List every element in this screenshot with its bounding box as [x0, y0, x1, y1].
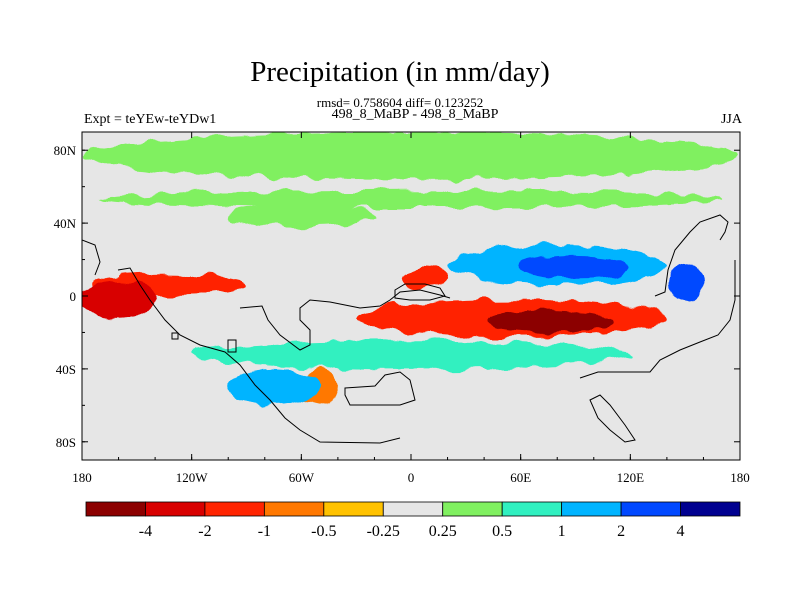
colorbar-level-label: -2	[198, 523, 211, 540]
plot-subtitle: 498_8_MaBP - 498_8_MaBP	[331, 107, 499, 122]
plot-title: Precipitation (in mm/day)	[250, 56, 550, 88]
x-tick-label: 120W	[176, 470, 209, 485]
x-tick-label: 180	[730, 470, 750, 485]
y-tick-label: 80S	[56, 435, 76, 450]
colorbar-level-label: -0.25	[367, 523, 400, 540]
colorbar-swatch	[442, 501, 503, 517]
colorbar-swatch	[204, 501, 265, 517]
small-island-outline-2	[171, 332, 179, 340]
colorbar-level-label: 0.25	[429, 523, 457, 540]
asia-outline	[654, 214, 729, 297]
rmsd-diff-stats: rmsd= 0.758604 diff= 0.123252	[316, 95, 484, 110]
y-tick-label: 0	[70, 289, 77, 304]
colorbar-level-label: 0.5	[492, 523, 512, 540]
x-tick-label: 60W	[289, 470, 315, 485]
island-outline	[589, 394, 636, 443]
x-tick-label: 120E	[617, 470, 645, 485]
continent-outlines	[82, 214, 736, 444]
colorbar-level-label: -4	[139, 523, 152, 540]
colorbar-swatch	[501, 501, 563, 517]
greenland-outline	[394, 283, 446, 301]
colorbar-level-label: -1	[258, 523, 271, 540]
colorbar-level-label: 1	[558, 523, 566, 540]
south-america-outline	[117, 267, 401, 444]
colorbar-level-label: -0.5	[311, 523, 336, 540]
colorbar-swatch	[620, 501, 681, 517]
west-coast-outline	[82, 239, 101, 276]
x-tick-label: 180	[72, 470, 92, 485]
x-tick-label: 0	[408, 470, 415, 485]
precip-region-arctic-band	[82, 132, 740, 180]
africa-outline	[239, 289, 451, 351]
southern-landmass-outline	[344, 371, 416, 406]
precip-region-southern-ocean-wet	[191, 339, 631, 369]
colorbar: -4 -2 -1 -0.5 -0.25 0.25 0.5 1 2 4	[85, 501, 741, 540]
map-background	[82, 132, 740, 460]
precip-region-indian-ocean-core	[484, 310, 613, 333]
y-tick-label: 40N	[54, 216, 77, 231]
y-tick-label: 80N	[54, 143, 77, 158]
precip-region-north-pacific-core	[520, 255, 631, 278]
precip-region-west-pacific-core	[666, 263, 704, 300]
colorbar-level-label: 4	[677, 523, 685, 540]
precipitation-fields	[82, 132, 740, 406]
colorbar-level-label: 2	[617, 523, 625, 540]
y-tick-label: 40S	[56, 362, 76, 377]
small-island-outline-1	[227, 339, 237, 353]
precip-region-east-pacific-dry	[82, 281, 156, 318]
colorbar-swatch	[680, 501, 741, 517]
experiment-label: Expt = teYEw-teYDw1	[84, 112, 217, 127]
precip-region-african-dry	[401, 266, 448, 289]
australia-outline	[579, 260, 736, 379]
colorbar-swatch	[382, 501, 444, 517]
precip-region-north-midlatitude-band	[100, 190, 722, 209]
season-label: JJA	[720, 112, 742, 127]
colorbar-swatch	[145, 501, 206, 517]
colorbar-swatch	[323, 501, 384, 517]
precip-region-north-atlantic-band	[228, 204, 375, 227]
precip-region-south-pacific-wet	[228, 368, 320, 406]
colorbar-swatch	[85, 501, 146, 517]
colorbar-swatch	[561, 501, 622, 517]
map-axes: 180 120W 60W 0 60E 120E 180 80N 40N 0 40S 80S	[54, 132, 750, 485]
x-tick-label: 60E	[510, 470, 531, 485]
colorbar-swatch	[263, 501, 325, 517]
